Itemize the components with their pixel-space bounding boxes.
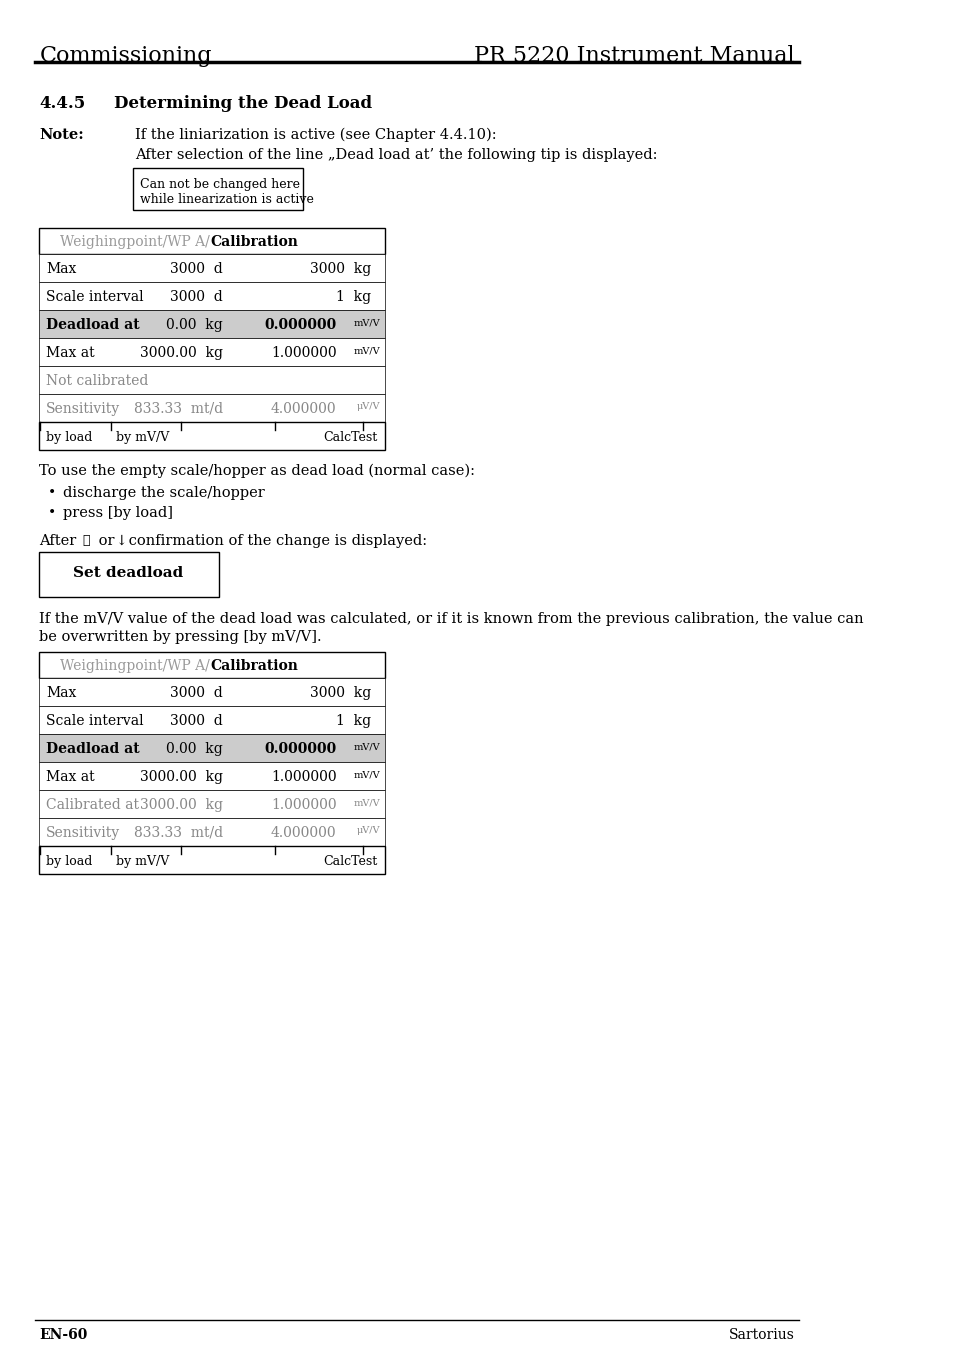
Text: Calibrated at: Calibrated at <box>47 798 139 811</box>
Text: Max at: Max at <box>47 769 95 784</box>
Text: 1  kg: 1 kg <box>336 290 371 304</box>
Bar <box>39 706 384 734</box>
Bar <box>39 678 384 706</box>
Text: ⒪: ⒪ <box>82 535 90 547</box>
Text: 3000  d: 3000 d <box>170 686 223 701</box>
Text: μV/V: μV/V <box>356 826 380 836</box>
Text: 3000  kg: 3000 kg <box>310 686 371 701</box>
Text: 0.000000: 0.000000 <box>264 743 336 756</box>
Bar <box>39 818 384 846</box>
Text: Max at: Max at <box>47 346 95 360</box>
Bar <box>39 761 384 790</box>
Text: mV/V: mV/V <box>354 319 380 327</box>
Text: by mV/V: by mV/V <box>116 431 170 444</box>
Text: Deadload at: Deadload at <box>47 319 140 332</box>
Text: 4.000000: 4.000000 <box>271 826 336 840</box>
Text: After selection of the line „Dead load at’ the following tip is displayed:: After selection of the line „Dead load a… <box>135 148 658 162</box>
Text: or: or <box>94 535 119 548</box>
Text: To use the empty scale/hopper as dead load (normal case):: To use the empty scale/hopper as dead lo… <box>39 464 475 478</box>
Text: 1  kg: 1 kg <box>336 714 371 728</box>
Text: 3000.00  kg: 3000.00 kg <box>140 346 223 360</box>
Text: 3000  d: 3000 d <box>170 262 223 275</box>
Text: If the liniarization is active (see Chapter 4.4.10):: If the liniarization is active (see Chap… <box>135 128 497 142</box>
Text: CalcTest: CalcTest <box>323 855 377 868</box>
Text: 4.000000: 4.000000 <box>271 402 336 416</box>
Text: CalcTest: CalcTest <box>323 431 377 444</box>
Bar <box>39 366 384 394</box>
Text: Scale interval: Scale interval <box>47 290 144 304</box>
Text: Scale interval: Scale interval <box>47 714 144 728</box>
Text: 1.000000: 1.000000 <box>271 769 336 784</box>
Text: Sartorius: Sartorius <box>728 1328 794 1342</box>
Text: 3000  d: 3000 d <box>170 290 223 304</box>
Text: by mV/V: by mV/V <box>116 855 170 868</box>
Text: Commissioning: Commissioning <box>39 45 212 68</box>
Text: 0.000000: 0.000000 <box>264 319 336 332</box>
Text: Not calibrated: Not calibrated <box>47 374 149 387</box>
Text: ↓: ↓ <box>115 535 127 548</box>
Text: confirmation of the change is displayed:: confirmation of the change is displayed: <box>124 535 427 548</box>
Text: mV/V: mV/V <box>354 346 380 355</box>
Bar <box>39 552 218 597</box>
Text: mV/V: mV/V <box>354 743 380 751</box>
Text: Calibration: Calibration <box>210 235 297 248</box>
Text: μV/V: μV/V <box>356 402 380 410</box>
Text: by load: by load <box>47 431 92 444</box>
Text: 0.00  kg: 0.00 kg <box>166 319 223 332</box>
Text: •: • <box>48 506 56 520</box>
Bar <box>39 423 384 450</box>
Bar <box>39 734 384 761</box>
Text: 3000  kg: 3000 kg <box>310 262 371 275</box>
Text: EN-60: EN-60 <box>39 1328 88 1342</box>
Text: by load: by load <box>47 855 92 868</box>
Text: PR 5220 Instrument Manual: PR 5220 Instrument Manual <box>474 45 794 68</box>
Text: •: • <box>48 486 56 500</box>
Bar <box>39 394 384 423</box>
Text: Determining the Dead Load: Determining the Dead Load <box>113 95 372 112</box>
Text: Calibration: Calibration <box>210 659 297 674</box>
Text: 3000  d: 3000 d <box>170 714 223 728</box>
Text: Set deadload: Set deadload <box>73 566 183 580</box>
Bar <box>39 652 384 678</box>
Text: If the mV/V value of the dead load was calculated, or if it is known from the pr: If the mV/V value of the dead load was c… <box>39 612 863 626</box>
Bar <box>39 338 384 366</box>
Text: Weighingpoint/WP A/: Weighingpoint/WP A/ <box>60 659 210 674</box>
Text: After: After <box>39 535 81 548</box>
Text: be overwritten by pressing [by mV/V].: be overwritten by pressing [by mV/V]. <box>39 630 321 644</box>
Text: Note:: Note: <box>39 128 84 142</box>
Bar <box>39 790 384 818</box>
Text: 4.4.5: 4.4.5 <box>39 95 86 112</box>
Bar <box>39 228 384 254</box>
Text: 1.000000: 1.000000 <box>271 798 336 811</box>
Text: discharge the scale/hopper: discharge the scale/hopper <box>63 486 264 500</box>
Text: Max: Max <box>47 686 76 701</box>
Text: 0.00  kg: 0.00 kg <box>166 743 223 756</box>
Text: mV/V: mV/V <box>354 769 380 779</box>
Text: Sensitivity: Sensitivity <box>47 826 120 840</box>
Text: 3000.00  kg: 3000.00 kg <box>140 769 223 784</box>
Text: Deadload at: Deadload at <box>47 743 140 756</box>
Text: while linearization is active: while linearization is active <box>140 193 314 207</box>
Text: 3000.00  kg: 3000.00 kg <box>140 798 223 811</box>
Text: Weighingpoint/WP A/: Weighingpoint/WP A/ <box>60 235 210 248</box>
Text: 833.33  mt/d: 833.33 mt/d <box>133 826 223 840</box>
Text: Can not be changed here: Can not be changed here <box>140 178 299 190</box>
Text: mV/V: mV/V <box>354 798 380 807</box>
Text: 1.000000: 1.000000 <box>271 346 336 360</box>
Bar <box>39 846 384 873</box>
Bar <box>39 282 384 310</box>
Text: Sensitivity: Sensitivity <box>47 402 120 416</box>
Text: 833.33  mt/d: 833.33 mt/d <box>133 402 223 416</box>
Bar <box>132 167 303 211</box>
Text: Max: Max <box>47 262 76 275</box>
Text: press [by load]: press [by load] <box>63 506 172 520</box>
Bar <box>39 254 384 282</box>
Bar <box>39 310 384 338</box>
